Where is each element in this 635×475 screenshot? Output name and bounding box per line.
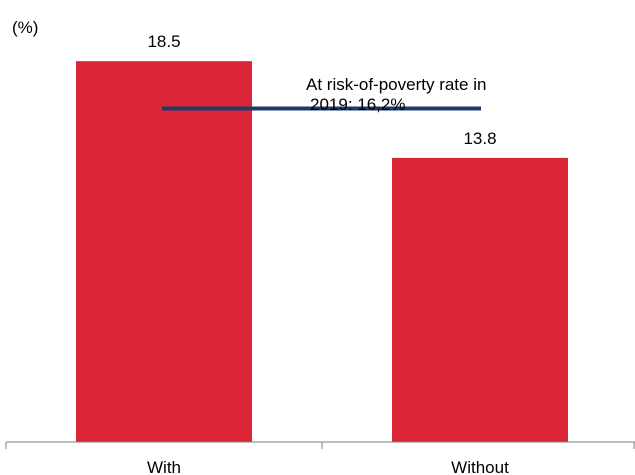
x-axis-ticks xyxy=(5,442,635,449)
bar-with xyxy=(76,61,252,443)
y-unit-label: (%) xyxy=(12,18,38,37)
reference-annotation-line-2: 2019: 16,2% xyxy=(310,95,405,114)
reference-annotation-line-1: At risk-of-poverty rate in xyxy=(306,75,486,94)
bars-group xyxy=(76,61,568,443)
value-label-without: 13.8 xyxy=(463,129,496,148)
bar-without xyxy=(392,157,568,443)
x-axis-tick-labels: With Without xyxy=(147,458,509,475)
value-label-with: 18.5 xyxy=(147,32,180,51)
value-labels-group: 18.5 13.8 xyxy=(147,32,496,148)
x-tick-label-without: Without xyxy=(451,458,509,475)
x-tick-label-with: With xyxy=(147,458,181,475)
